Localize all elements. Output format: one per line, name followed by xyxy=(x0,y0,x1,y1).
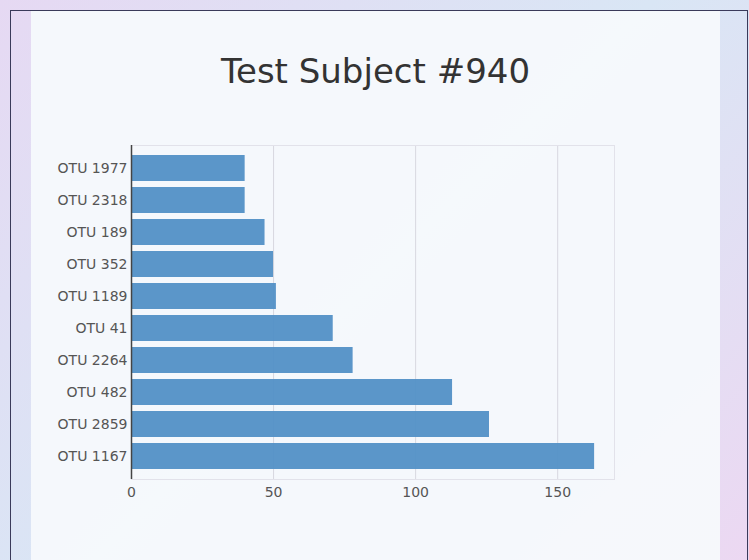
svg-text:OTU 482: OTU 482 xyxy=(67,384,128,400)
svg-text:0: 0 xyxy=(127,484,136,500)
svg-text:50: 50 xyxy=(265,484,283,500)
svg-text:OTU 2264: OTU 2264 xyxy=(58,352,128,368)
svg-text:OTU 189: OTU 189 xyxy=(67,224,128,240)
svg-text:OTU 352: OTU 352 xyxy=(67,256,128,272)
svg-text:OTU 1167: OTU 1167 xyxy=(58,448,128,464)
svg-text:OTU 2859: OTU 2859 xyxy=(58,416,128,432)
html-text:Test Subject #940: Test Subject #940 xyxy=(221,51,530,91)
svg-text:OTU 41: OTU 41 xyxy=(75,320,127,336)
svg-text:150: 150 xyxy=(544,484,571,500)
svg-text:OTU 2318: OTU 2318 xyxy=(58,192,128,208)
svg-text:100: 100 xyxy=(402,484,429,500)
svg-text:OTU 1189: OTU 1189 xyxy=(58,288,128,304)
svg-text:OTU 1977: OTU 1977 xyxy=(58,160,128,176)
